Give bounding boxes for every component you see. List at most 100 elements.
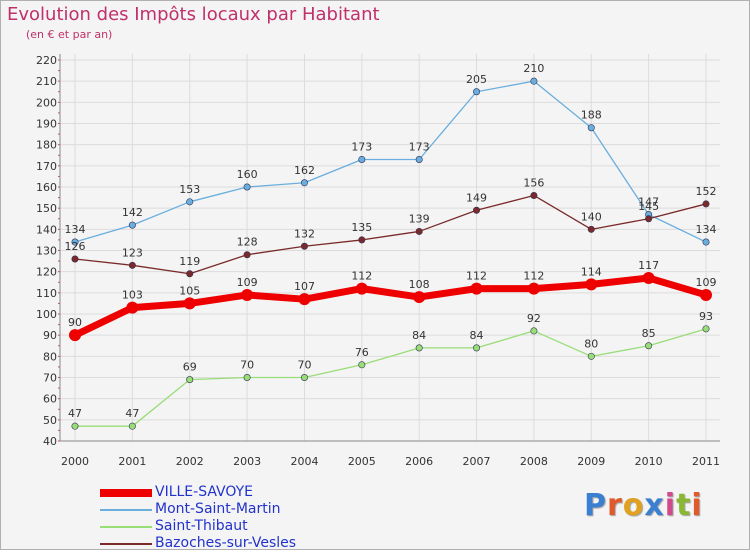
data-label: 109 [696, 276, 717, 289]
x-tick-label: 2005 [348, 455, 376, 468]
data-label: 153 [179, 183, 200, 196]
legend-swatch [100, 489, 152, 497]
data-label: 119 [179, 255, 200, 268]
data-point [300, 179, 308, 187]
data-point [128, 221, 136, 229]
data-point [587, 225, 595, 233]
data-point [473, 88, 481, 96]
data-label: 205 [466, 73, 487, 86]
logo-letter: o [622, 488, 645, 523]
data-point [530, 327, 538, 335]
data-label: 70 [240, 359, 254, 372]
data-label: 156 [523, 176, 544, 189]
data-point [587, 352, 595, 360]
data-label: 135 [351, 221, 372, 234]
data-label: 132 [294, 227, 315, 240]
data-point [415, 344, 423, 352]
data-point [358, 361, 366, 369]
y-tick-label: 110 [36, 287, 57, 300]
data-label: 69 [183, 361, 197, 374]
y-tick-label: 200 [36, 96, 57, 109]
data-label: 126 [65, 240, 86, 253]
data-point [243, 251, 251, 259]
y-tick-label: 100 [36, 308, 57, 321]
legend-item: Mont-Saint-Martin [100, 501, 360, 518]
y-tick-label: 220 [36, 54, 57, 67]
data-point [71, 255, 79, 263]
data-point [587, 124, 595, 132]
data-label: 76 [355, 346, 369, 359]
data-label: 93 [699, 310, 713, 323]
legend-item: Bazoches-sur-Vesles [100, 535, 360, 552]
y-tick-label: 210 [36, 75, 57, 88]
x-tick-label: 2008 [520, 455, 548, 468]
legend-label: VILLE-SAVOYE [155, 484, 254, 500]
data-point [645, 215, 653, 223]
data-label: 114 [581, 265, 602, 278]
data-label: 149 [466, 191, 487, 204]
y-tick-label: 70 [43, 372, 57, 385]
legend-swatch [100, 509, 152, 511]
data-label: 117 [638, 259, 659, 272]
data-label: 85 [642, 327, 656, 340]
logo-letter: x [644, 488, 665, 523]
logo-letter: t [676, 488, 692, 523]
data-point [355, 282, 368, 295]
x-tick-label: 2003 [233, 455, 261, 468]
data-point [473, 344, 481, 352]
data-label: 152 [696, 185, 717, 198]
data-label: 84 [412, 329, 426, 342]
data-label: 47 [68, 407, 82, 420]
data-point [300, 242, 308, 250]
data-point [527, 282, 540, 295]
data-point [126, 301, 139, 314]
data-point [183, 297, 196, 310]
x-tick-label: 2000 [61, 455, 89, 468]
data-label: 84 [470, 329, 484, 342]
data-label: 173 [351, 140, 372, 153]
x-tick-label: 2010 [635, 455, 663, 468]
legend-label: Saint-Thibaut [155, 518, 248, 534]
series-line-3 [74, 194, 707, 275]
data-label: 109 [237, 276, 258, 289]
data-point [413, 291, 426, 304]
data-point [71, 422, 79, 430]
data-label: 90 [68, 316, 82, 329]
x-tick-label: 2002 [176, 455, 204, 468]
x-tick-label: 2001 [118, 455, 146, 468]
data-label: 105 [179, 284, 200, 297]
data-label: 188 [581, 109, 602, 122]
data-point [128, 261, 136, 269]
plot-area [60, 54, 720, 441]
y-tick-label: 80 [43, 350, 57, 363]
data-point [186, 198, 194, 206]
x-tick-label: 2009 [577, 455, 605, 468]
y-tick-label: 40 [43, 435, 57, 448]
data-point [415, 155, 423, 163]
data-label: 134 [65, 223, 86, 236]
data-point [243, 183, 251, 191]
data-point [298, 293, 311, 306]
legend-item: VILLE-SAVOYE [100, 484, 360, 501]
data-point [358, 236, 366, 244]
y-tick-label: 170 [36, 160, 57, 173]
series-line-1 [74, 80, 707, 243]
data-label: 173 [409, 140, 430, 153]
data-label: 210 [523, 62, 544, 75]
data-label: 112 [351, 270, 372, 283]
legend-swatch [100, 526, 152, 528]
data-point [702, 238, 710, 246]
chart-title: Evolution des Impôts locaux par Habitant [7, 4, 380, 25]
data-label: 162 [294, 164, 315, 177]
data-point [186, 270, 194, 278]
series-line-2 [75, 328, 707, 427]
data-label: 112 [523, 270, 544, 283]
data-label: 103 [122, 289, 143, 302]
y-tick-label: 90 [43, 329, 57, 342]
data-point [530, 77, 538, 85]
data-label: 112 [466, 270, 487, 283]
x-tick-label: 2007 [463, 455, 491, 468]
data-label: 47 [125, 407, 139, 420]
x-tick-label: 2006 [405, 455, 433, 468]
